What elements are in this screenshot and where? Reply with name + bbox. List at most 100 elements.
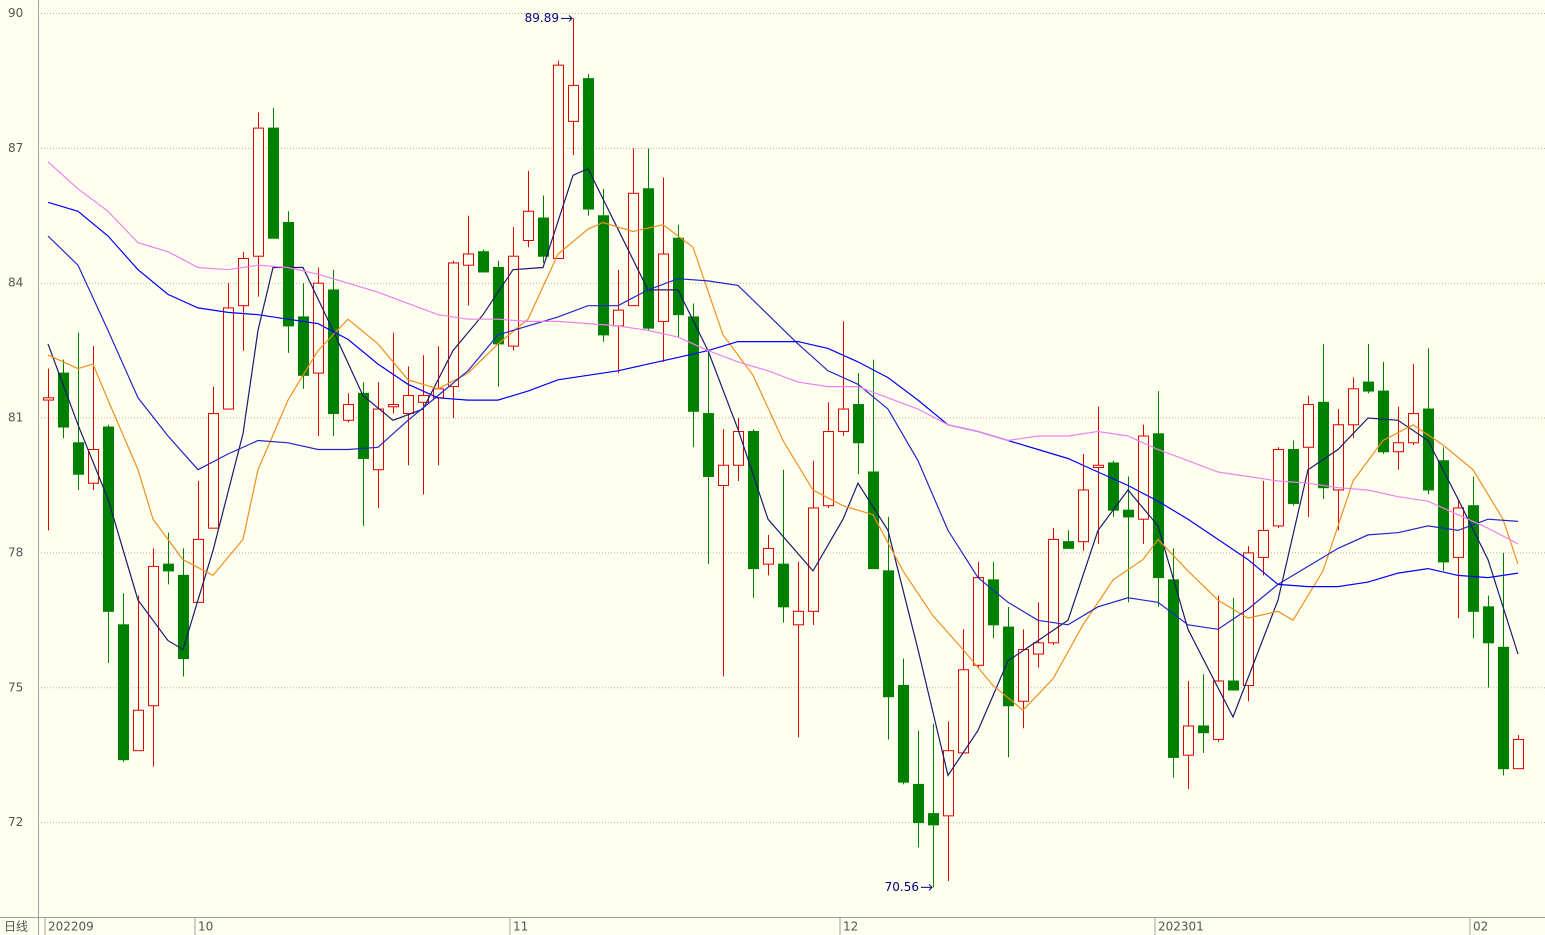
candle-body xyxy=(553,64,564,259)
candle-body xyxy=(643,188,654,329)
candle-body xyxy=(538,217,549,257)
moving-average-line xyxy=(47,201,1519,588)
candle-body xyxy=(1393,442,1404,453)
candle-body xyxy=(133,709,144,752)
y-tick-label: 81 xyxy=(8,411,23,425)
y-tick-label: 75 xyxy=(8,680,23,694)
candle-body xyxy=(118,624,129,761)
y-tick-label: 87 xyxy=(8,141,23,155)
candle-body xyxy=(1348,388,1359,426)
candle-body xyxy=(1303,404,1314,448)
candle-body xyxy=(988,579,999,626)
x-tick-label: 202301 xyxy=(1158,920,1204,934)
annotation-label: 89.89 xyxy=(525,11,559,25)
moving-average-line xyxy=(47,167,1519,777)
x-tick-label: 02 xyxy=(1473,920,1488,934)
candle-body xyxy=(913,783,924,824)
y-tick-label: 90 xyxy=(8,6,23,20)
candle-body xyxy=(1453,507,1464,558)
candle-body xyxy=(943,750,954,817)
candle-body xyxy=(763,547,774,565)
candle-body xyxy=(223,307,234,410)
candle-body xyxy=(358,392,369,459)
annotation-arrowhead xyxy=(928,883,933,891)
candle-body xyxy=(1498,646,1509,770)
candle-body xyxy=(43,397,54,401)
moving-average-line xyxy=(47,235,1519,630)
candle-body xyxy=(898,685,909,783)
candle-body xyxy=(313,282,324,374)
candle-body xyxy=(1198,725,1209,734)
candle-body xyxy=(868,471,879,570)
candle-body xyxy=(1318,401,1329,489)
candle-body xyxy=(73,442,84,475)
candle-body xyxy=(58,372,69,428)
candle-body xyxy=(1183,725,1194,756)
candle-body xyxy=(658,253,669,322)
candle-body xyxy=(88,449,99,484)
candle-body xyxy=(673,237,684,316)
candle-body xyxy=(883,570,894,698)
candle-body xyxy=(298,316,309,376)
candle-body xyxy=(733,431,744,466)
period-label: 日线 xyxy=(4,920,28,934)
candle-body xyxy=(523,210,534,241)
candle-body xyxy=(598,215,609,336)
candle-body xyxy=(493,266,504,345)
annotation-arrowhead xyxy=(568,15,573,22)
candle-body xyxy=(1273,449,1284,527)
candle-body xyxy=(1153,433,1164,579)
candle-body xyxy=(1213,680,1224,740)
candle-body xyxy=(748,431,759,570)
candle-body xyxy=(238,257,249,307)
candle-body xyxy=(148,565,159,707)
candle-body xyxy=(1258,529,1269,558)
candle-body xyxy=(1093,464,1104,468)
candle-body xyxy=(448,262,459,388)
moving-average-line xyxy=(47,161,1519,545)
candle-body xyxy=(703,413,714,477)
candle-body xyxy=(568,84,579,122)
candle-body xyxy=(1423,408,1434,491)
candle-body xyxy=(1033,642,1044,655)
x-tick-label: 202209 xyxy=(48,920,94,934)
candle-body xyxy=(1378,390,1389,453)
candle-body xyxy=(1018,649,1029,702)
candle-body xyxy=(328,289,339,415)
y-tick-label: 78 xyxy=(8,545,23,559)
candle-body xyxy=(1468,505,1479,612)
candle-body xyxy=(1063,541,1074,549)
candle-body xyxy=(1228,680,1239,691)
candle-body xyxy=(388,404,399,408)
candle-body xyxy=(163,563,174,572)
candle-body xyxy=(253,127,264,257)
candle-body xyxy=(778,563,789,608)
candle-body xyxy=(1333,424,1344,491)
candle-body xyxy=(808,507,819,612)
annotation-label: 70.56 xyxy=(885,880,919,894)
candle-body xyxy=(1003,626,1014,707)
candle-body xyxy=(1363,381,1374,392)
candle-body xyxy=(973,577,984,666)
candle-body xyxy=(478,251,489,273)
candle-body xyxy=(613,309,624,327)
x-tick-label: 12 xyxy=(843,920,858,934)
candle-body xyxy=(103,426,114,612)
candle-body xyxy=(208,413,219,529)
candle-body xyxy=(1108,462,1119,511)
y-tick-label: 72 xyxy=(8,815,23,829)
candle-body xyxy=(1138,435,1149,520)
candle-body xyxy=(373,408,384,471)
candle-body xyxy=(283,222,294,327)
candle-body xyxy=(1168,579,1179,758)
candle-body xyxy=(1243,552,1254,687)
x-tick-label: 10 xyxy=(198,920,213,934)
candle-body xyxy=(853,404,864,444)
candle-body xyxy=(403,395,414,415)
candle-body xyxy=(628,192,639,307)
candle-body xyxy=(463,253,474,266)
candle-body xyxy=(718,464,729,486)
candle-body xyxy=(1483,606,1494,644)
